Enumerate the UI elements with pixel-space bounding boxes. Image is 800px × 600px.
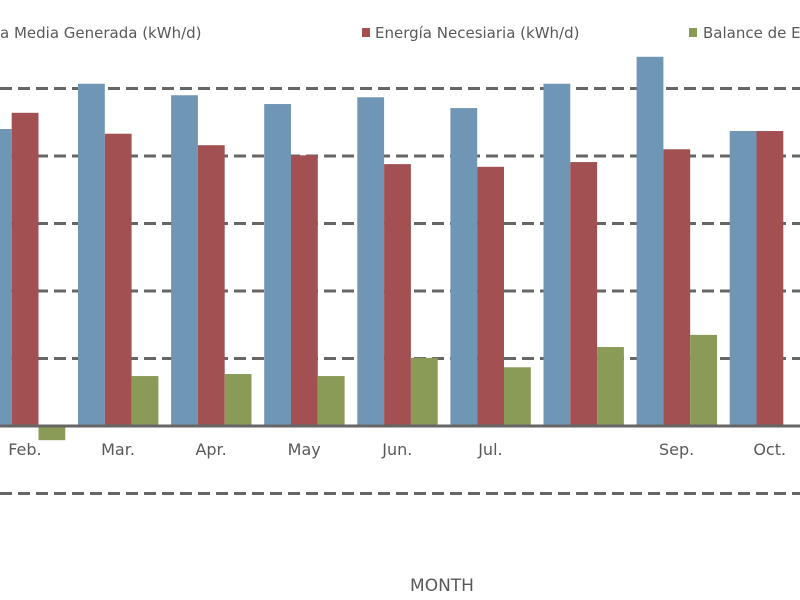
bar-required [663,149,691,426]
x-tick-label: Sep. [659,440,694,459]
bar-generated [450,108,478,426]
bar-balance [317,376,345,426]
bar-generated [543,83,571,427]
bar-required [384,164,411,426]
bar-required [291,155,318,426]
bar-generated [729,131,757,426]
x-tick-labels: Feb. Mar. Apr. May Jun. Jul. Sep. Oct. [8,440,786,459]
bar-balance [504,367,531,426]
bar-required [570,162,598,426]
legend: a Media Generada (kWh/d) Energía Necesiar… [0,24,800,42]
bar-generated [357,97,385,427]
bar-required [197,145,225,426]
bar-required [756,131,784,426]
bar-generated [171,95,198,426]
bar-balance [690,334,717,426]
x-tick-label: Apr. [195,440,226,459]
legend-marker [689,28,697,37]
x-tick-label: Jul. [477,440,502,459]
bar-balance [131,376,159,426]
x-tick-label: May [288,440,321,459]
bar-required [104,133,132,426]
bar-generated [78,83,105,427]
bar-generated [0,129,12,426]
bar-balance [224,374,252,426]
bar-balance [38,426,66,441]
x-tick-label: Feb. [8,440,41,459]
x-axis-title: MONTH [410,576,474,596]
bar-required [11,112,39,427]
bar-required [477,166,504,427]
bar-balance [597,347,624,426]
legend-label: a Media Generada (kWh/d) [0,24,202,42]
bars [0,56,784,441]
legend-label: Balance de E [703,24,800,42]
bar-balance [410,357,438,426]
x-tick-label: Mar. [101,440,135,459]
bar-generated [264,104,291,427]
legend-label: Energía Necesiaria (kWh/d) [375,24,579,42]
x-tick-label: Oct. [753,440,786,459]
bar-generated [636,56,664,427]
x-tick-label: Jun. [381,440,412,459]
legend-marker [362,28,370,37]
